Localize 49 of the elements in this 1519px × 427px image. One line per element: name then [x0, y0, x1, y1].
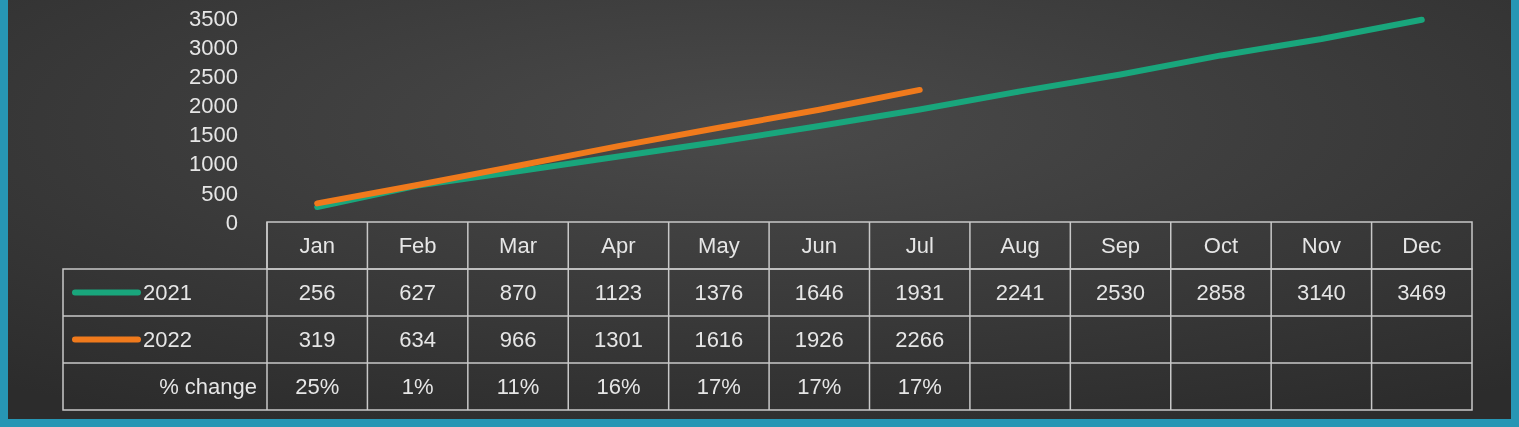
y-tick-label: 3000	[189, 34, 238, 60]
y-tick-label: 3500	[189, 5, 238, 31]
legend-label: 2022	[143, 327, 192, 353]
data-label: 1616	[694, 327, 744, 353]
data-label: 1931	[895, 280, 945, 306]
data-label: 2266	[895, 327, 945, 353]
data-label: 2241	[995, 280, 1045, 306]
data-label: 870	[499, 280, 537, 306]
text: 11%	[496, 374, 540, 400]
data-label: 256	[298, 280, 336, 306]
legend-label: 2021	[143, 280, 192, 306]
x-tick-label: Jan	[299, 233, 335, 259]
x-tick-label: Mar	[499, 233, 537, 259]
data-label: 627	[399, 280, 436, 306]
text: 1%	[401, 374, 434, 400]
x-tick-label: Oct	[1203, 233, 1239, 259]
x-tick-label: Aug	[1000, 233, 1040, 259]
data-label: 1926	[794, 327, 844, 353]
y-tick-label: 500	[201, 180, 238, 206]
y-tick-label: 1500	[189, 122, 238, 148]
data-label: 966	[499, 327, 537, 353]
x-tick-label: May	[698, 233, 740, 259]
x-tick-label: Jun	[801, 233, 838, 259]
data-label: 634	[399, 327, 436, 353]
data-label: 1123	[594, 280, 643, 306]
y-tick-label: 1000	[189, 151, 238, 177]
data-label: 1646	[794, 280, 844, 306]
text: 16%	[596, 374, 641, 400]
x-tick-label: Dec	[1402, 233, 1442, 259]
x-tick-label: Nov	[1301, 233, 1341, 259]
text: % change	[159, 374, 257, 400]
data-label: 2530	[1096, 280, 1146, 306]
text: 17%	[696, 374, 741, 400]
data-label: 1301	[593, 327, 643, 353]
x-tick-label: Sep	[1100, 233, 1141, 259]
data-label: 2858	[1196, 280, 1246, 306]
y-tick-label: 2500	[189, 63, 238, 89]
data-label: 319	[298, 327, 336, 353]
text: 17%	[797, 374, 842, 400]
data-label: 3140	[1296, 280, 1346, 306]
data-label: 1376	[694, 280, 744, 306]
x-tick-label: Feb	[398, 233, 437, 259]
x-tick-label: Apr	[601, 233, 636, 259]
text: 17%	[897, 374, 942, 400]
y-tick-label: 0	[225, 209, 238, 235]
x-tick-label: Jul	[905, 233, 934, 259]
y-tick-label: 2000	[189, 93, 238, 119]
text: 25%	[295, 374, 340, 400]
data-label: 3469	[1397, 280, 1447, 306]
